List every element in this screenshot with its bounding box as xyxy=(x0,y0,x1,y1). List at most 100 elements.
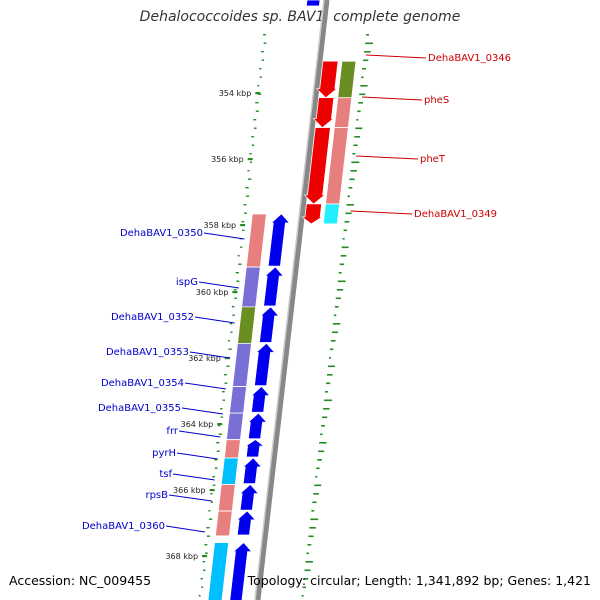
gc-tick xyxy=(326,374,333,376)
gene-label-forward: DehaBAV1_0355 xyxy=(98,403,181,414)
gc-tick xyxy=(315,476,318,478)
leader-line-forward xyxy=(181,407,224,415)
gc-tick xyxy=(222,399,226,401)
cog-block-reverse xyxy=(333,97,353,128)
gc-tick xyxy=(227,340,230,342)
gc-tick xyxy=(263,34,266,36)
gc-tick xyxy=(321,425,325,427)
gc-tick xyxy=(357,110,361,113)
gc-tick xyxy=(247,178,252,180)
leader-line-forward xyxy=(176,452,218,460)
gc-tick xyxy=(340,255,347,257)
gc-tick xyxy=(206,535,210,537)
gc-tick xyxy=(348,187,353,189)
cds-arrow-forward xyxy=(267,213,291,267)
gc-tick xyxy=(339,263,344,266)
kbp-label: 358 kbp xyxy=(204,221,237,230)
cds-arrow-reverse xyxy=(312,97,335,129)
gc-tick xyxy=(313,493,319,495)
gene-label-forward: DehaBAV1_0360 xyxy=(82,521,165,532)
gc-tick xyxy=(312,501,317,504)
gc-tick xyxy=(246,195,250,197)
kbp-tick xyxy=(232,291,238,294)
gc-tick xyxy=(228,348,232,350)
gc-tick xyxy=(200,578,203,580)
gc-tick xyxy=(244,212,247,214)
gc-tick xyxy=(331,331,338,334)
gc-tick xyxy=(356,119,359,121)
backbone-line xyxy=(255,0,330,600)
gc-tick xyxy=(204,544,208,546)
leader-line-forward xyxy=(198,281,240,289)
gc-tick xyxy=(314,484,322,487)
kbp-tick xyxy=(255,92,261,95)
gc-tick xyxy=(341,246,349,249)
gc-tick xyxy=(301,595,304,597)
gc-tick xyxy=(353,144,358,147)
gc-tick xyxy=(229,323,233,325)
kbp-label: 356 kbp xyxy=(211,155,244,164)
gc-tick xyxy=(307,544,312,546)
leader-line-forward xyxy=(172,473,215,481)
gene-label-forward: rpsB xyxy=(145,490,168,501)
gc-tick xyxy=(247,170,250,172)
gene-label-forward: tsf xyxy=(159,469,172,480)
gc-tick xyxy=(236,280,240,282)
gc-tick xyxy=(201,586,204,588)
cog-block-forward xyxy=(237,306,257,344)
gc-tick xyxy=(214,459,218,461)
gene-label-forward: DehaBAV1_0352 xyxy=(111,312,194,323)
leader-line-forward xyxy=(203,232,245,240)
gc-tick xyxy=(351,161,360,164)
gc-tick xyxy=(361,76,364,79)
gc-tick xyxy=(311,510,315,512)
gc-tick xyxy=(318,450,325,453)
gc-tick xyxy=(360,85,368,87)
leader-line-forward xyxy=(189,351,231,359)
cds-arrow-forward xyxy=(263,266,284,307)
gc-tick xyxy=(355,127,363,130)
gene-labels: DehaBAV1_0350 ispG DehaBAV1_0352 DehaBAV1_0… xyxy=(82,53,511,533)
leader-line-reverse xyxy=(362,96,423,101)
gc-tick xyxy=(328,357,331,359)
gc-tick xyxy=(336,289,344,291)
gc-tick xyxy=(337,280,346,283)
gc-tick xyxy=(327,365,335,368)
gc-tick xyxy=(241,221,245,223)
gene-label-forward: ispG xyxy=(176,277,198,288)
cog-block-reverse xyxy=(322,203,340,225)
gc-tick xyxy=(302,586,306,589)
cog-block-forward xyxy=(220,457,239,485)
gc-tick xyxy=(349,178,355,181)
gc-tick xyxy=(259,68,262,70)
gc-tick xyxy=(261,59,265,61)
gc-tick xyxy=(218,433,222,435)
cds-arrow-reverse xyxy=(303,127,331,205)
gc-tick xyxy=(303,578,309,580)
gc-tick xyxy=(220,408,223,410)
cds-arrow-forward xyxy=(244,439,265,458)
topology-summary: Topology: circular; Length: 1,341,892 bp… xyxy=(247,573,591,588)
gc-tick xyxy=(237,255,240,257)
gc-tick xyxy=(259,76,262,78)
gc-tick xyxy=(249,161,253,163)
gc-tick xyxy=(255,110,259,112)
gc-tick xyxy=(214,467,218,469)
cog-ring xyxy=(207,60,357,600)
gc-tick xyxy=(263,42,267,44)
gc-tick xyxy=(257,85,260,87)
gc-tick xyxy=(253,127,257,129)
gc-tick xyxy=(362,68,366,70)
leader-line-forward xyxy=(168,494,212,502)
cds-arrow-forward xyxy=(259,306,280,343)
gc-tick xyxy=(359,93,366,96)
gc-tick xyxy=(204,552,208,554)
cds-arrow-forward xyxy=(239,484,259,511)
gc-tick xyxy=(332,323,341,325)
gc-tick xyxy=(350,170,357,172)
gc-tick xyxy=(216,450,220,452)
gene-label-reverse: pheT xyxy=(420,154,446,165)
kbp-label: 362 kbp xyxy=(188,354,221,363)
gc-tick xyxy=(333,314,337,317)
